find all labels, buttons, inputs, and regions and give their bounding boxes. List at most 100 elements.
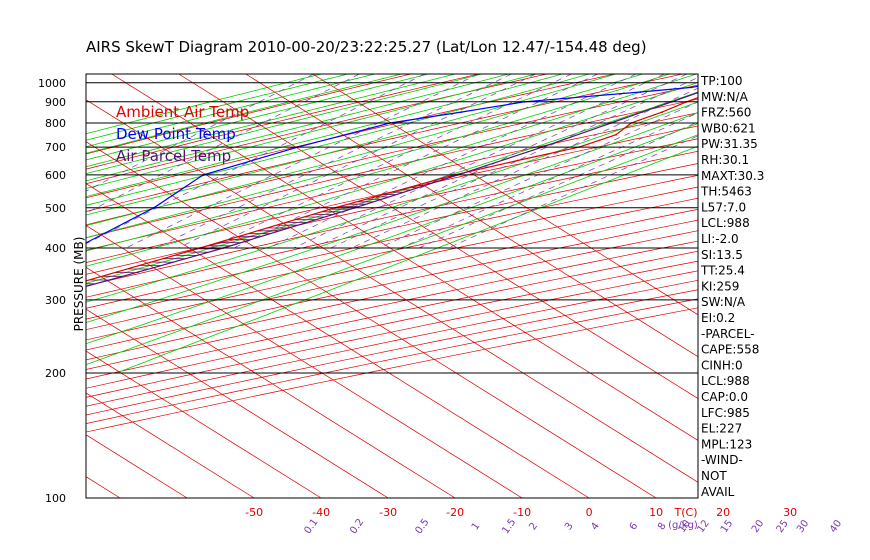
moist-adiabat-line	[86, 74, 483, 175]
legend-entry: Air Parcel Temp	[116, 147, 231, 165]
mixing-ratio-line	[419, 121, 698, 249]
mixing-ratio-label: 12	[695, 518, 711, 535]
mixing-ratio-line	[210, 74, 572, 249]
index-value-label: EL:227	[701, 422, 742, 436]
bottom-temp-tick-label: 10	[649, 506, 663, 519]
bottom-temp-tick-label: -30	[379, 506, 397, 519]
moist-adiabat-line	[86, 74, 348, 141]
parcel-temp-point	[137, 271, 140, 273]
index-value-label: -PARCEL-	[701, 327, 755, 341]
index-value-label: WB0:621	[701, 121, 756, 135]
index-value-label: TT:25.4	[700, 264, 745, 278]
isotherm-line	[86, 392, 255, 498]
pressure-tick-label: 700	[45, 141, 66, 154]
index-value-label: KI:259	[701, 279, 739, 293]
dry-adiabat-line	[86, 84, 698, 226]
parcel-temp-point	[641, 111, 643, 113]
mixing-ratio-line	[86, 74, 425, 245]
moist-adiabat-line	[86, 74, 643, 227]
ambient-temp-point	[661, 111, 663, 113]
pressure-tick-label: 1000	[38, 77, 66, 90]
moist-adiabat-line	[86, 82, 698, 267]
moist-adiabat-line	[86, 134, 698, 366]
bottom-temp-tick-label: 30	[783, 506, 797, 519]
dry-adiabat-line	[86, 208, 698, 341]
moist-adiabat-line	[86, 74, 456, 168]
moist-adiabat-line	[86, 74, 429, 161]
mixing-ratio-line	[351, 87, 698, 249]
mixing-ratio-label: 0.5	[413, 517, 431, 536]
parcel-temp-point	[36, 299, 38, 301]
mixing-ratio-line	[178, 74, 536, 249]
pressure-tick-label: 400	[45, 242, 66, 255]
mixing-ratio-label: 4	[589, 521, 602, 533]
isotherm-line	[245, 74, 698, 358]
dew-point-line	[86, 85, 698, 244]
mixing-ratio-label: 0.2	[348, 517, 366, 536]
index-value-label: AVAIL	[701, 485, 735, 499]
mixing-ratio-label: 1	[470, 521, 483, 533]
dry-adiabat-line	[86, 174, 698, 309]
moist-adiabat-line	[86, 74, 617, 216]
mixing-ratio-line	[125, 74, 479, 249]
mixing-ratio-label: 1.5	[500, 517, 518, 536]
isotherm-line	[86, 99, 698, 483]
moist-adiabat-line	[86, 123, 698, 345]
index-value-label: SW:N/A	[701, 295, 746, 309]
mixing-ratio-label: 3	[563, 521, 576, 533]
pressure-tick-label: 100	[45, 492, 66, 505]
dry-adiabat-line	[86, 98, 698, 239]
dry-adiabat-line	[86, 298, 698, 424]
index-value-label: TH:5463	[700, 185, 752, 199]
ambient-temp-line	[86, 96, 698, 282]
mixing-ratio-line	[448, 135, 698, 249]
isotherm-line	[86, 476, 121, 498]
bottom-temp-tick-label: 20	[716, 506, 730, 519]
dry-adiabat-line	[86, 138, 698, 275]
bottom-temp-tick-label: 0	[586, 506, 593, 519]
mixing-ratio-label: 15	[719, 518, 735, 535]
moist-adiabat-line	[86, 91, 698, 284]
bottom-temp-tick-label: -20	[446, 506, 464, 519]
dry-adiabat-line	[86, 74, 479, 170]
moist-adiabat-line	[86, 74, 563, 198]
dry-adiabat-line	[86, 197, 698, 331]
pressure-tick-label: 900	[45, 96, 66, 109]
isotherm-line	[86, 350, 322, 498]
index-value-label: LFC:985	[701, 406, 750, 420]
dry-adiabat-line	[86, 307, 698, 433]
index-value-label: -WIND-	[701, 453, 743, 467]
legend-entry: Dew Point Temp	[116, 125, 236, 143]
ambient-temp-point	[615, 133, 617, 136]
isotherm-line	[86, 266, 456, 498]
index-value-label: L57:7.0	[701, 200, 746, 214]
index-value-label: LCL:988	[701, 216, 750, 230]
mixing-ratio-label: 6	[628, 521, 641, 533]
moist-adiabat-line	[86, 74, 670, 239]
index-value-label: CINH:0	[701, 358, 743, 372]
isotherm-line	[0, 74, 53, 498]
moist-adiabat-line	[86, 74, 402, 154]
mixing-ratio-label: 0.1	[302, 517, 320, 536]
isotherm-line	[312, 74, 698, 316]
index-value-label: NOT	[701, 469, 727, 483]
pressure-tick-label: 300	[45, 294, 66, 307]
dry-adiabat-line	[86, 250, 698, 380]
index-value-label: TP:100	[700, 74, 743, 88]
dry-adiabat-line	[86, 150, 698, 287]
dry-adiabat-line	[86, 74, 683, 212]
pressure-tick-label: 500	[45, 202, 66, 215]
y-axis-label: PRESSURE (MB)	[72, 237, 86, 332]
dry-adiabat-line	[86, 112, 698, 251]
temp-unit-label: T(C)	[674, 506, 698, 519]
moist-adiabat-line	[86, 74, 322, 135]
mixing-ratio-line	[268, 74, 637, 249]
dew-point-point	[639, 91, 642, 93]
dry-adiabat-line	[86, 270, 698, 398]
mixing-ratio-line	[86, 74, 360, 214]
moist-adiabat-line	[86, 101, 698, 303]
index-value-label: LI:-2.0	[701, 232, 739, 246]
mixing-ratio-label: 25	[775, 518, 791, 535]
mixing-ratio-label: 40	[828, 518, 844, 535]
moist-adiabat-line	[86, 74, 536, 189]
